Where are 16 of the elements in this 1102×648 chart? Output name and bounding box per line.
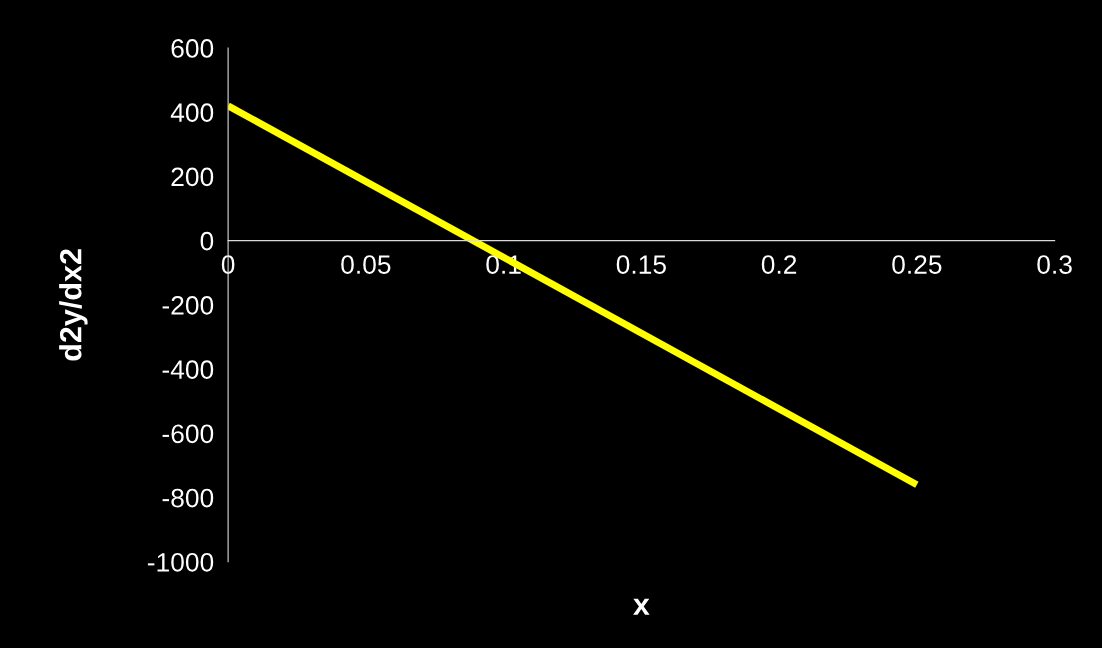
y-axis-title: d2y/dx2 [59, 249, 88, 361]
x-tick-label: 0.15 [616, 255, 666, 274]
y-tick-label: 600 [171, 39, 214, 58]
y-tick-label: 200 [171, 167, 214, 187]
x-tick-label: 0.2 [761, 255, 797, 274]
y-tick-label: -600 [162, 424, 214, 444]
y-tick-label: -800 [162, 488, 214, 508]
y-tick-label: -200 [162, 296, 214, 315]
x-tick-label: 0.25 [892, 255, 942, 274]
x-axis-title: x [633, 598, 650, 615]
y-tick-label: 400 [170, 103, 214, 123]
y-tick-label: -1000 [147, 552, 214, 572]
x-tick-label: 0.05 [341, 255, 391, 274]
x-tick-label: 0.3 [1037, 255, 1072, 274]
y-tick-label: 0 [200, 231, 214, 251]
y-tick-label: -400 [162, 360, 214, 379]
